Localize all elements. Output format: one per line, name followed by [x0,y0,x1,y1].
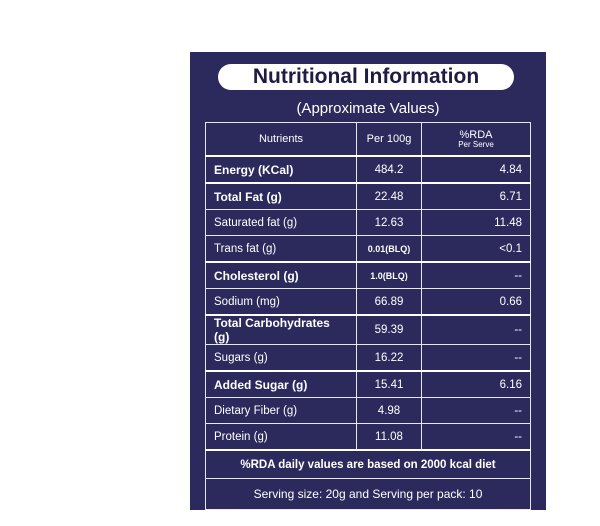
column-header: %RDA Per Serve [421,122,531,157]
serving: Serving size: 20g and Serving per pack: … [205,478,531,510]
rda-per-serve: 6.16 [421,370,531,398]
rda-per-serve: -- [421,344,531,372]
nutrient-name: Cholesterol (g) [205,261,357,289]
column-subheader: Per Serve [458,140,494,149]
nutrition-panel: Nutritional Information (Approximate Val… [190,52,546,510]
nutrition-table: Nutrients Per 100g %RDA Per Serve Energy … [205,122,531,510]
subtitle: (Approximate Values) [296,100,440,117]
nutrient-row: Dietary Fiber (g) 4.98 -- [205,397,531,424]
rda-per-serve: 4.84 [421,155,531,184]
nutrient-row: Total Fat (g) 22.48 6.71 [205,182,531,210]
rda-per-serve: 0.66 [421,288,531,316]
per-100g: 22.48 [356,182,422,210]
note-row: %RDA daily values are based on 2000 kcal… [205,449,531,479]
per-100g: 0.01(BLQ) [356,235,422,263]
column-header: Per 100g [356,122,422,157]
nutrient-row: Sugars (g) 16.22 -- [205,344,531,372]
header-row: Nutrients Per 100g %RDA Per Serve [205,122,531,157]
per-100g: 484.2 [356,155,422,184]
rda-per-serve: -- [421,423,531,451]
rda-per-serve: -- [421,397,531,424]
per-100g: 12.63 [356,209,422,236]
nutrient-row: Added Sugar (g) 15.41 6.16 [205,370,531,398]
nutrient-name: Added Sugar (g) [205,370,357,398]
per-100g: 15.41 [356,370,422,398]
nutrient-row: Saturated fat (g) 12.63 11.48 [205,209,531,236]
per-100g: 66.89 [356,288,422,316]
note: %RDA daily values are based on 2000 kcal… [205,449,531,479]
nutrient-row: Energy (KCal) 484.2 4.84 [205,155,531,184]
rda-per-serve: 11.48 [421,209,531,236]
nutrient-name: Saturated fat (g) [205,209,357,236]
nutrient-name: Total Fat (g) [205,182,357,210]
nutrient-name: Energy (KCal) [205,155,357,184]
rda-per-serve: -- [421,261,531,289]
per-100g: 4.98 [356,397,422,424]
nutrient-row: Cholesterol (g) 1.0(BLQ) -- [205,261,531,289]
nutrient-row: Trans fat (g) 0.01(BLQ) <0.1 [205,235,531,263]
serving-row: Serving size: 20g and Serving per pack: … [205,478,531,510]
nutrient-name: Trans fat (g) [205,235,357,263]
column-header: %RDA [459,129,493,141]
title: Nutritional Information [218,64,514,90]
column-header: Nutrients [205,122,357,157]
nutrient-name: Sodium (mg) [205,288,357,316]
nutrient-row: Protein (g) 11.08 -- [205,423,531,451]
per-100g: 1.0(BLQ) [356,261,422,289]
nutrient-name: Total Carbohydrates (g) [205,314,357,345]
rda-per-serve: <0.1 [421,235,531,263]
nutrient-row: Sodium (mg) 66.89 0.66 [205,288,531,316]
nutrient-name: Sugars (g) [205,344,357,372]
rda-per-serve: -- [421,314,531,345]
nutrient-name: Protein (g) [205,423,357,451]
per-100g: 59.39 [356,314,422,345]
per-100g: 11.08 [356,423,422,451]
rda-per-serve: 6.71 [421,182,531,210]
per-100g: 16.22 [356,344,422,372]
nutrient-name: Dietary Fiber (g) [205,397,357,424]
nutrient-row: Total Carbohydrates (g) 59.39 -- [205,314,531,345]
